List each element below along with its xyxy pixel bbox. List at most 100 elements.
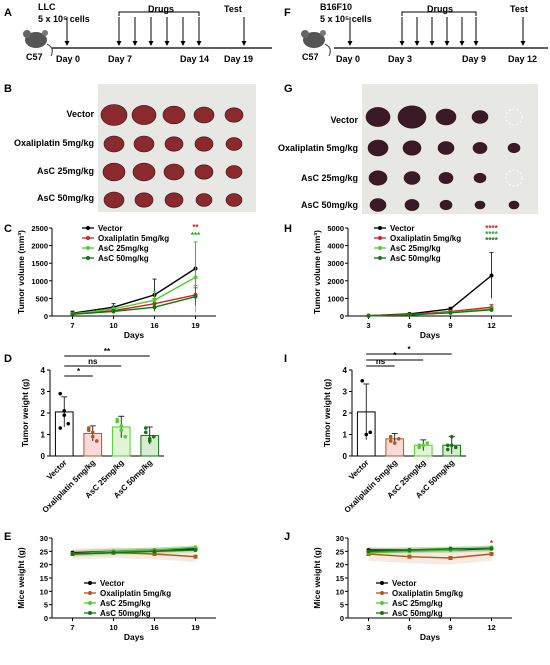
significance-mark: *: [490, 539, 494, 548]
legend-marker: [380, 601, 384, 605]
significance-mark: **: [192, 223, 199, 232]
data-point: [70, 552, 75, 556]
series-line: [72, 549, 196, 555]
tumor: [397, 105, 427, 129]
model-name-f: B16F10: [320, 2, 352, 12]
x-axis-label: Days: [124, 632, 145, 642]
dose-arrow-head: [520, 41, 526, 46]
legend-marker: [86, 256, 90, 260]
y-tick-label: 0: [343, 452, 348, 461]
tumor: [103, 191, 125, 209]
data-point: [86, 428, 91, 433]
legend-marker: [86, 236, 90, 240]
tumor: [162, 105, 186, 125]
data-point: [448, 546, 453, 551]
row-label: AsC 25mg/kg: [301, 173, 358, 183]
dose-arrows-f: [347, 17, 526, 46]
legend-marker: [88, 591, 92, 595]
x-tick-label: 9: [448, 321, 452, 330]
cell-count-f: 5 x 10⁵ cells: [320, 14, 372, 24]
x-tick-label: 7: [70, 321, 74, 330]
legend-label: AsC 25mg/kg: [392, 599, 443, 608]
data-point: [421, 443, 426, 448]
dose-arrow-head: [459, 41, 465, 46]
data-point: [425, 441, 430, 445]
data-point: [448, 556, 453, 560]
mouse-icon: [23, 30, 53, 57]
dose-arrow-head: [473, 41, 479, 46]
timeline-a: C57 LLC 5 x 10⁵ cells Drugs Test Day 0 D…: [23, 2, 272, 64]
y-tick-label: 2000: [31, 242, 48, 251]
data-point: [90, 430, 95, 435]
y-tick-label: 20: [336, 561, 344, 570]
legend-label: Vector: [100, 579, 124, 588]
day-label: Day 9: [462, 54, 486, 64]
y-axis-label: Tumor weight (g): [20, 379, 30, 447]
data-point: [111, 309, 116, 314]
panel-label-i: I: [284, 353, 287, 365]
panel-label-c: C: [4, 223, 12, 235]
data-point: [366, 549, 371, 554]
y-tick-label: 4000: [327, 242, 344, 251]
dose-arrow-head: [399, 41, 405, 46]
y-tick-label: 0: [44, 312, 48, 321]
data-point: [453, 445, 458, 450]
data-point: [407, 554, 412, 559]
test-label-f: Test: [510, 4, 528, 14]
data-point: [489, 307, 494, 312]
data-point: [94, 439, 99, 443]
data-point: [143, 430, 148, 435]
day-label: Day 19: [224, 54, 253, 64]
series-line: [368, 553, 492, 559]
y-tick-label: 2: [343, 409, 348, 418]
day-label: Day 3: [388, 54, 412, 64]
data-point: [364, 432, 369, 437]
data-point: [407, 312, 412, 317]
chart-tumor-volume-b16f10: 0 1000 2000 3000 4000 5000 3 6 9 12 Days Tumor volu…: [312, 224, 512, 340]
y-tick-label: 3000: [327, 259, 344, 268]
y-tick-label: 0: [44, 614, 48, 623]
tumor: [163, 163, 185, 181]
tumor: [368, 170, 388, 186]
y-tick-label: 4: [41, 366, 46, 375]
dose-arrow-head: [64, 41, 70, 46]
row-label: Oxaliplatin 5mg/kg: [278, 143, 358, 153]
tumor: [164, 192, 184, 208]
data-point: [407, 548, 412, 552]
legend-label: AsC 50mg/kg: [390, 254, 441, 263]
y-axis-label: Tumor volume (mm³): [312, 230, 322, 314]
data-point: [445, 447, 450, 452]
legend-marker: [88, 581, 92, 585]
y-tick-label: 30: [40, 534, 48, 543]
dose-arrow-head: [116, 41, 122, 46]
y-tick-label: 5: [44, 601, 48, 610]
row-label: Oxaliplatin 5mg/kg: [14, 138, 94, 148]
data-point: [489, 546, 494, 551]
tumor: [439, 199, 453, 211]
series-line: [368, 547, 492, 553]
legend-label: Oxaliplatin 5mg/kg: [100, 589, 171, 598]
tumor: [225, 137, 243, 151]
panel-label-b: B: [4, 83, 12, 95]
y-tick-label: 2500: [31, 224, 48, 233]
x-tick-label: Vector: [347, 458, 371, 482]
dose-arrow-head: [148, 41, 154, 46]
y-tick-label: 1: [41, 431, 46, 440]
legend-marker: [380, 581, 384, 585]
tumor: [102, 162, 126, 182]
data-point: [152, 549, 157, 554]
tumor: [131, 105, 157, 125]
data-point: [152, 552, 157, 556]
day-label: Day 7: [108, 54, 132, 64]
tumor: [365, 107, 391, 127]
data-point: [58, 426, 63, 430]
chart-mice-weight-b16f10: 0 5 10 15 20 25 30 3 6 9 12 Days Mice weight (g) Vect…: [312, 534, 512, 642]
tumor-photo-b: Vector Oxaliplatin 5mg/kg AsC 25mg/kg As…: [14, 84, 256, 212]
tumor: [134, 192, 154, 208]
data-point: [388, 439, 393, 443]
significance-mark: *: [393, 351, 397, 360]
significance-mark: ns: [376, 357, 386, 366]
y-tick-label: 25: [40, 547, 48, 556]
mouse-strain-f: C57: [302, 52, 319, 62]
tumor: [132, 162, 156, 182]
